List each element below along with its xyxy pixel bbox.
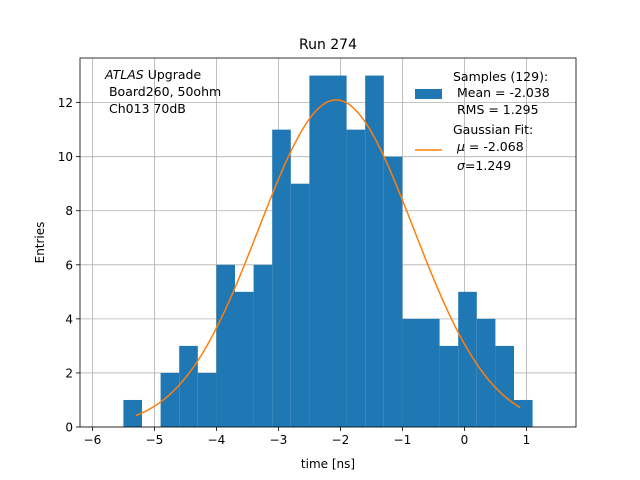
x-tick-label-7: 1 xyxy=(523,433,531,447)
legend-fit-line-3: σ=1.249 xyxy=(453,158,511,173)
y-tick-label-2: 4 xyxy=(65,312,73,326)
legend-samples-swatch xyxy=(415,89,442,99)
legend-mu-symbol: μ xyxy=(456,139,465,154)
x-tick-label-1: −5 xyxy=(146,433,164,447)
histogram-bar-11 xyxy=(328,75,347,428)
y-tick-label-4: 8 xyxy=(65,204,73,218)
histogram-bar-5 xyxy=(216,264,235,427)
histogram-bar-10 xyxy=(309,75,328,428)
annotation-box: ATLAS Upgrade Board260, 50ohm Ch013 70dB xyxy=(104,67,221,116)
histogram-bar-18 xyxy=(458,291,477,427)
histogram-bar-6 xyxy=(235,291,254,427)
y-tick-label-1: 2 xyxy=(65,366,73,380)
legend-sigma-value: =1.249 xyxy=(465,158,511,173)
legend-fit-line-1: Gaussian Fit: xyxy=(453,122,533,137)
x-tick-label-6: 0 xyxy=(461,433,469,447)
histogram-bars xyxy=(123,75,533,428)
histogram-bar-14 xyxy=(383,156,403,427)
histogram-bar-16 xyxy=(421,318,440,427)
histogram-bar-15 xyxy=(402,318,421,427)
histogram-bar-4 xyxy=(197,372,217,427)
x-tick-label-4: −2 xyxy=(332,433,350,447)
y-axis-ticks: 0 2 4 6 8 10 12 xyxy=(58,96,80,435)
legend-fit-line-2: μ = -2.068 xyxy=(453,139,524,154)
y-tick-label-5: 10 xyxy=(58,150,73,164)
histogram-bar-0 xyxy=(123,399,142,427)
x-tick-label-0: −6 xyxy=(84,433,102,447)
legend: Samples (129): Mean = -2.038 RMS = 1.295… xyxy=(415,69,550,173)
legend-sigma-symbol: σ xyxy=(457,158,466,173)
histogram-bar-13 xyxy=(365,75,384,428)
x-axis-label: time [ns] xyxy=(301,457,355,471)
annotation-upgrade: Upgrade xyxy=(144,67,202,82)
legend-mu-value: = -2.068 xyxy=(465,139,524,154)
x-tick-label-2: −4 xyxy=(208,433,226,447)
x-axis-ticks: −6 −5 −4 −3 −2 −1 0 1 xyxy=(84,427,531,447)
annotation-line-3: Ch013 70dB xyxy=(105,101,186,116)
legend-samples-line-1: Samples (129): xyxy=(453,69,548,84)
histogram-bar-7 xyxy=(253,264,273,427)
legend-samples-line-3: RMS = 1.295 xyxy=(453,102,539,117)
y-tick-label-6: 12 xyxy=(58,96,73,110)
y-axis-label: Entries xyxy=(33,222,47,264)
annotation-line-2: Board260, 50ohm xyxy=(105,84,221,99)
legend-samples-line-2: Mean = -2.038 xyxy=(453,85,550,100)
histogram-bar-21 xyxy=(514,399,533,427)
histogram-bar-20 xyxy=(495,345,514,427)
annotation-line-1: ATLAS Upgrade xyxy=(104,67,201,82)
histogram-bar-8 xyxy=(272,129,291,427)
x-tick-label-3: −3 xyxy=(270,433,288,447)
x-tick-label-5: −1 xyxy=(394,433,412,447)
plot-frame xyxy=(79,57,577,428)
histogram-bar-3 xyxy=(179,345,198,427)
chart-title: Run 274 xyxy=(299,37,357,53)
histogram-bar-19 xyxy=(476,318,496,427)
gaussian-fit-curve xyxy=(135,99,521,417)
histogram-bar-17 xyxy=(439,345,459,427)
annotation-atlas: ATLAS xyxy=(104,67,144,82)
histogram-bar-2 xyxy=(160,372,180,427)
y-tick-label-3: 6 xyxy=(65,258,73,272)
y-tick-label-0: 0 xyxy=(65,421,73,435)
histogram-bar-12 xyxy=(346,129,366,427)
histogram-bar-9 xyxy=(290,183,310,427)
